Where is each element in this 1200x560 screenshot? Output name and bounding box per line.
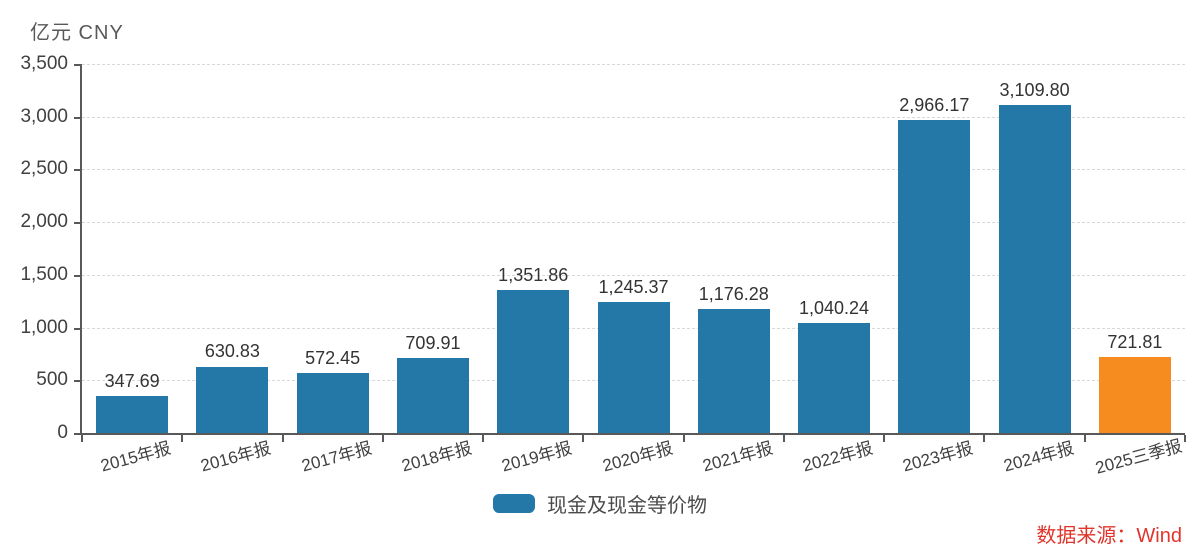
x-tick-mark (381, 435, 384, 442)
bar-2023年报 (898, 120, 971, 433)
x-tick-mark (682, 435, 685, 442)
y-tick-label: 1,500 (20, 263, 68, 285)
x-tick-mark (582, 435, 585, 442)
x-tick-mark (1083, 435, 1086, 442)
x-category-label: 2022年报 (800, 438, 875, 476)
y-tick-mark (74, 274, 82, 277)
bar-value-label: 1,245.37 (598, 276, 669, 297)
x-tick-mark (482, 435, 485, 442)
bar-2024年报 (998, 105, 1071, 433)
bar-value-label: 347.69 (104, 371, 160, 392)
x-category-label: 2016年报 (199, 438, 274, 476)
y-tick-mark (74, 169, 82, 172)
x-tick-mark (782, 435, 785, 442)
gridline (82, 274, 1185, 276)
y-tick-mark (74, 433, 82, 435)
x-tick-mark (883, 435, 886, 442)
x-tick-mark (281, 435, 284, 442)
legend: 现金及现金等价物 (0, 489, 1200, 518)
y-axis-unit-label: 亿元 CNY (30, 22, 124, 44)
x-category-label: 2024年报 (1001, 438, 1076, 476)
x-tick-mark (181, 435, 184, 442)
gridline (82, 64, 1185, 65)
y-tick-mark (74, 116, 82, 119)
bar-value-label: 1,176.28 (698, 283, 769, 304)
bar-value-label: 709.91 (405, 333, 461, 354)
bar-2016年报 (196, 366, 269, 433)
y-tick-label: 1,000 (20, 316, 68, 338)
y-tick-mark (74, 64, 82, 66)
bar-2022年报 (798, 323, 871, 433)
bar-value-label: 1,351.86 (498, 265, 569, 286)
legend-swatch (493, 494, 535, 513)
x-tick-mark (983, 435, 986, 442)
x-category-label: 2020年报 (600, 438, 675, 476)
x-category-label: 2018年报 (399, 438, 474, 476)
bar-value-label: 572.45 (305, 347, 361, 368)
bar-value-label: 630.83 (204, 341, 260, 362)
gridline (82, 222, 1185, 224)
bar-2018年报 (396, 358, 469, 433)
y-tick-label: 2,500 (20, 158, 68, 180)
x-tick-mark (81, 435, 83, 442)
y-tick-label: 0 (57, 422, 68, 443)
bar-value-label: 3,109.80 (999, 80, 1070, 101)
y-tick-label: 500 (36, 369, 68, 391)
x-category-label: 2017年报 (299, 438, 374, 476)
legend-label: 现金及现金等价物 (547, 495, 707, 517)
y-tick-mark (74, 327, 82, 330)
x-category-label: 2025三季报 (1093, 436, 1184, 478)
bar-value-label: 1,040.24 (798, 298, 870, 319)
y-tick-mark (74, 380, 82, 383)
bar-2015年报 (96, 396, 169, 433)
y-tick-label: 2,000 (20, 211, 68, 233)
x-tick-mark (1184, 435, 1186, 442)
bar-value-label: 721.81 (1107, 331, 1163, 352)
x-category-label: 2023年报 (900, 438, 976, 476)
bar-2017年报 (296, 372, 369, 433)
bar-2019年报 (497, 290, 570, 433)
bar-2020年报 (597, 301, 670, 433)
x-category-label: 2015年报 (98, 438, 174, 476)
bar-2021年报 (697, 309, 770, 433)
y-tick-label: 3,000 (20, 105, 68, 127)
bar-2025三季报 (1098, 356, 1171, 433)
plot-area: 0 500 1,000 1,500 2,000 2,500 3,000 3,500 347.69… (20, 53, 1186, 478)
gridline (82, 116, 1185, 118)
x-category-label: 2021年报 (700, 438, 775, 476)
gridline (82, 169, 1185, 171)
bar-value-label: 2,966.17 (899, 95, 970, 116)
y-tick-mark (74, 222, 82, 225)
x-category-label: 2019年报 (499, 438, 575, 476)
y-tick-label: 3,500 (20, 53, 68, 74)
data-source-note: 数据来源：Wind (1036, 525, 1182, 547)
